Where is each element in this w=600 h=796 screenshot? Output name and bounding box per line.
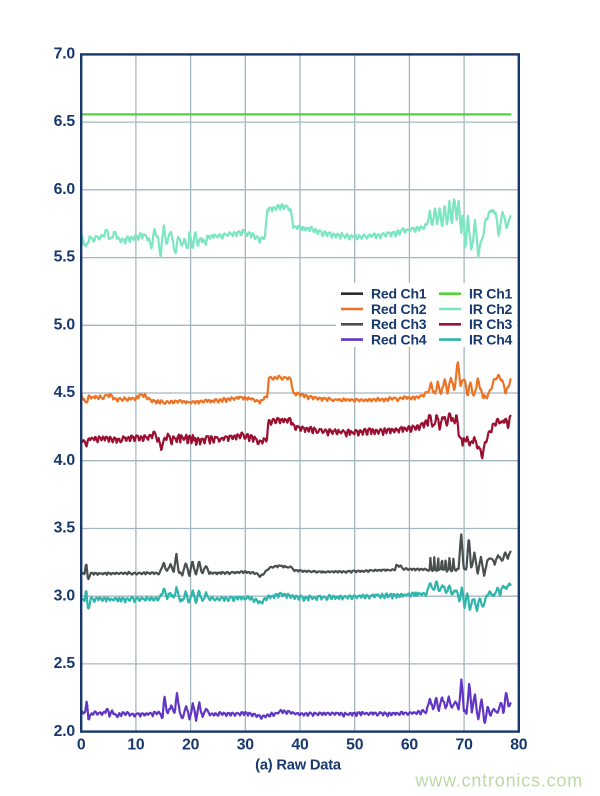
svg-text:IR Ch2: IR Ch2 bbox=[469, 301, 513, 317]
svg-text:IR Ch4: IR Ch4 bbox=[469, 331, 513, 347]
svg-text:2.5: 2.5 bbox=[54, 655, 76, 672]
svg-text:3.0: 3.0 bbox=[54, 587, 76, 604]
svg-text:2.0: 2.0 bbox=[54, 723, 76, 740]
svg-text:30: 30 bbox=[237, 736, 255, 753]
svg-text:Red Ch3: Red Ch3 bbox=[371, 316, 427, 332]
svg-text:70: 70 bbox=[456, 736, 474, 753]
svg-text:7.0: 7.0 bbox=[54, 46, 76, 63]
svg-text:Red Ch2: Red Ch2 bbox=[371, 301, 427, 317]
svg-text:3.5: 3.5 bbox=[54, 520, 76, 537]
svg-text:5.5: 5.5 bbox=[54, 249, 76, 266]
svg-text:IR Ch1: IR Ch1 bbox=[469, 286, 513, 302]
svg-text:6.5: 6.5 bbox=[54, 113, 76, 130]
svg-text:Red Ch1: Red Ch1 bbox=[371, 286, 427, 302]
svg-text:50: 50 bbox=[346, 736, 364, 753]
svg-text:(a) Raw Data: (a) Raw Data bbox=[255, 758, 342, 774]
svg-text:www.cntronics.com: www.cntronics.com bbox=[414, 771, 583, 791]
svg-text:60: 60 bbox=[401, 736, 419, 753]
svg-text:40: 40 bbox=[291, 736, 309, 753]
svg-text:5.0: 5.0 bbox=[54, 316, 76, 333]
svg-text:0: 0 bbox=[77, 736, 86, 753]
svg-text:Red Ch4: Red Ch4 bbox=[371, 331, 427, 347]
svg-text:80: 80 bbox=[510, 736, 528, 753]
svg-text:10: 10 bbox=[127, 736, 145, 753]
svg-text:IR Ch3: IR Ch3 bbox=[469, 316, 513, 332]
svg-text:20: 20 bbox=[182, 736, 200, 753]
svg-text:4.0: 4.0 bbox=[54, 452, 76, 469]
svg-text:4.5: 4.5 bbox=[54, 384, 76, 401]
svg-text:6.0: 6.0 bbox=[54, 181, 76, 198]
